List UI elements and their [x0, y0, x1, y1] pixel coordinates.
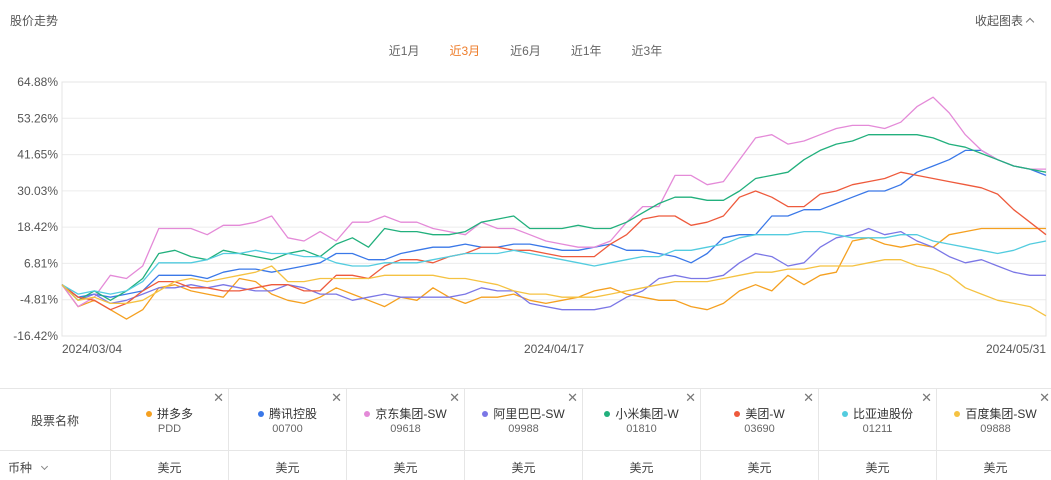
- x-tick-label: 2024/04/17: [524, 342, 584, 356]
- close-icon[interactable]: ✕: [331, 390, 342, 405]
- stock-code: PDD: [157, 423, 182, 435]
- close-icon[interactable]: ✕: [921, 390, 932, 405]
- plot-frame: [61, 81, 1047, 337]
- legend-stock-cell[interactable]: ✕ 拼多多 PDD: [110, 389, 228, 451]
- collapse-chart-label: 收起图表: [974, 14, 1023, 28]
- y-tick-label: 53.26%: [17, 111, 58, 125]
- tab-1y[interactable]: 近1年: [570, 44, 602, 58]
- tab-1m[interactable]: 近1月: [388, 44, 420, 58]
- series-line-3: [61, 96, 1046, 308]
- stock-code: 09888: [980, 423, 1011, 435]
- x-tick-label: 2024/03/04: [62, 342, 122, 356]
- legend-stock-cell[interactable]: ✕ 小米集团-W 01810: [582, 389, 700, 451]
- stock-name-label: 阿里巴巴-SW: [493, 407, 565, 421]
- stock-name-header: 股票名称: [30, 414, 79, 428]
- close-icon[interactable]: ✕: [449, 390, 460, 405]
- series-line-8: [61, 259, 1047, 317]
- legend-dot-icon: [364, 410, 371, 417]
- y-tick-label: -4.81%: [20, 293, 58, 307]
- stock-name-label: 美团-W: [745, 407, 785, 421]
- stock-name: 阿里巴巴-SW: [465, 405, 582, 422]
- stock-name: 美团-W: [701, 405, 818, 422]
- currency-cell: 美元: [464, 451, 582, 480]
- currency-cell: 美元: [700, 451, 818, 480]
- legend-dot-icon: [604, 410, 611, 417]
- series-line-2: [61, 149, 1047, 298]
- tab-3m[interactable]: 近3月: [449, 44, 481, 58]
- legend-stock-cell[interactable]: ✕ 百度集团-SW 09888: [936, 389, 1051, 451]
- tab-3y[interactable]: 近3年: [631, 44, 663, 58]
- close-icon[interactable]: ✕: [685, 390, 696, 405]
- stock-code: 01211: [862, 423, 893, 435]
- stock-name-label: 百度集团-SW: [965, 407, 1037, 421]
- y-tick-label: 64.88%: [17, 75, 58, 89]
- legend-dot-icon: [257, 410, 264, 417]
- chevron-down-icon: [40, 462, 49, 470]
- close-icon[interactable]: ✕: [213, 390, 224, 405]
- collapse-chart-button[interactable]: 收起图表: [974, 12, 1035, 29]
- stock-name-label: 小米集团-W: [615, 407, 679, 421]
- legend-stock-cell[interactable]: ✕ 比亚迪股份 01211: [818, 389, 936, 451]
- stock-code: 09618: [390, 423, 421, 435]
- legend-stock-cell[interactable]: ✕ 京东集团-SW 09618: [346, 389, 464, 451]
- y-tick-label: 41.65%: [17, 148, 58, 162]
- currency-cell: 美元: [936, 451, 1051, 480]
- price-trend-chart: 64.88% 53.26% 41.65% 30.03% 18.42% 6.81% -4.81…: [13, 75, 1047, 356]
- series-line-5: [61, 134, 1047, 301]
- legend-dot-icon: [145, 410, 152, 417]
- legend-name-row: 股票名称 ✕ 拼多多 PDD ✕ 腾讯控股 00700 ✕ 京东集团-SW 09618 ✕ 阿里巴巴…: [0, 389, 1051, 451]
- stock-name: 拼多多: [111, 405, 228, 422]
- stock-name-label: 京东集团-SW: [375, 407, 447, 421]
- series-line-4: [61, 227, 1046, 311]
- legend-dot-icon: [734, 410, 741, 417]
- legend-dot-icon: [954, 410, 961, 417]
- currency-header: 币种: [8, 461, 33, 475]
- currency-cell: 美元: [110, 451, 228, 480]
- series-line-6: [61, 171, 1047, 311]
- stock-name-label: 腾讯控股: [268, 407, 317, 421]
- close-icon[interactable]: ✕: [803, 390, 814, 405]
- y-tick-label: -16.42%: [13, 329, 58, 343]
- legend-stock-cell[interactable]: ✕ 美团-W 03690: [700, 389, 818, 451]
- y-tick-label: 18.42%: [17, 220, 58, 234]
- legend-table: 股票名称 ✕ 拼多多 PDD ✕ 腾讯控股 00700 ✕ 京东集团-SW 09618 ✕ 阿里巴巴…: [0, 388, 1051, 480]
- tab-6m[interactable]: 近6月: [510, 44, 541, 58]
- stock-code: 00700: [272, 423, 303, 435]
- currency-cell: 美元: [228, 451, 346, 480]
- stock-name: 百度集团-SW: [937, 405, 1051, 422]
- x-tick-label: 2024/05/31: [986, 342, 1046, 356]
- currency-selector[interactable]: 币种: [8, 459, 49, 476]
- stock-name: 小米集团-W: [583, 405, 700, 422]
- close-icon[interactable]: ✕: [567, 390, 578, 405]
- chart-title: 股价走势: [10, 14, 59, 28]
- currency-cell: 美元: [582, 451, 700, 480]
- series-line-7: [61, 230, 1047, 295]
- legend-dot-icon: [482, 410, 489, 417]
- y-tick-label: 30.03%: [17, 184, 58, 198]
- stock-code: 01810: [626, 423, 657, 435]
- legend-stock-cell[interactable]: ✕ 阿里巴巴-SW 09988: [464, 389, 582, 451]
- y-tick-label: 6.81%: [24, 256, 58, 270]
- currency-cell: 美元: [346, 451, 464, 480]
- stock-name-label: 比亚迪股份: [852, 407, 913, 421]
- range-tabs: 近1月 近3月 近6月 近1年 近3年: [0, 42, 1051, 59]
- stock-name: 比亚迪股份: [819, 405, 936, 422]
- currency-cell: 美元: [818, 451, 936, 480]
- legend-stock-cell[interactable]: ✕ 腾讯控股 00700: [228, 389, 346, 451]
- series-line-1: [61, 227, 1046, 320]
- stock-name-label: 拼多多: [156, 407, 193, 421]
- stock-code: 09988: [508, 423, 539, 435]
- stock-code: 03690: [744, 423, 775, 435]
- legend-dot-icon: [841, 410, 848, 417]
- close-icon[interactable]: ✕: [1039, 390, 1050, 405]
- stock-name: 京东集团-SW: [347, 405, 464, 422]
- chevron-up-icon: [1025, 17, 1035, 27]
- legend-currency-row: 币种 美元 美元 美元 美元 美元 美元 美元 美元: [0, 451, 1051, 480]
- stock-name: 腾讯控股: [229, 405, 346, 422]
